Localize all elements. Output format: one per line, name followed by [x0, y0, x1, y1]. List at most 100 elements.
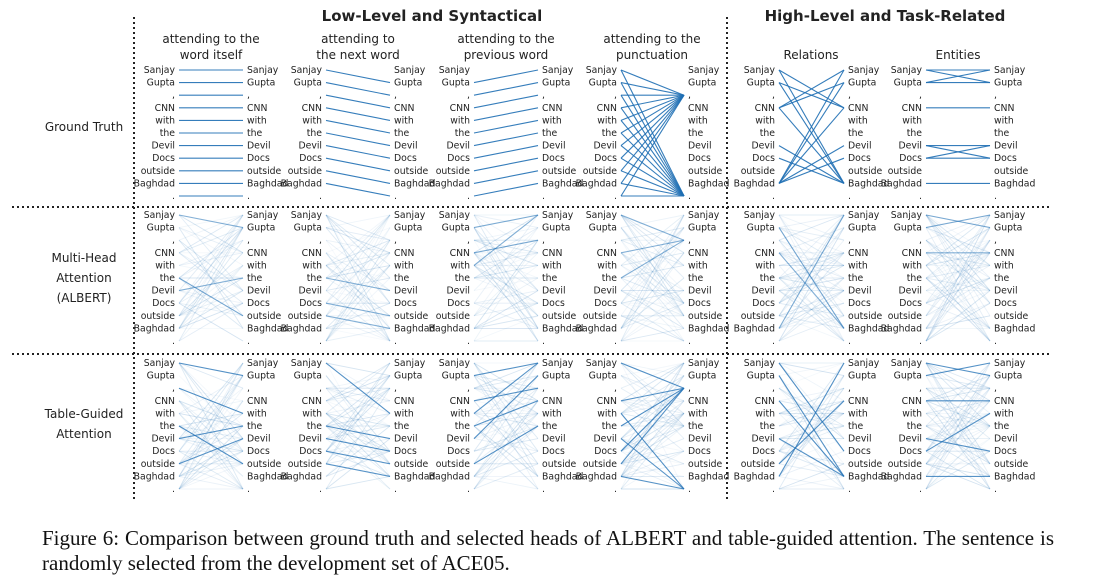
- attention-line-multi-head-next-53: [325, 327, 391, 342]
- token-left-table-guided-relations-6: Devil: [751, 434, 775, 445]
- token-right-ground-truth-prev-4: with: [542, 115, 562, 126]
- attention-line-multi-head-punct-50: [620, 290, 685, 342]
- attention-line-multi-head-next-4: [325, 214, 391, 329]
- attention-line-table-guided-next-22: [325, 413, 391, 465]
- token-right-multi-head-next-3: CNN: [394, 248, 414, 259]
- attention-line-multi-head-relations-36: [778, 214, 845, 304]
- attention-line-table-guided-prev-22: [473, 412, 539, 427]
- token-right-multi-head-self-10: .: [247, 336, 250, 347]
- attention-line-table-guided-punct-2: [620, 362, 685, 414]
- attention-line-ground-truth-punct-5: [620, 94, 685, 134]
- attention-line-table-guided-self-43: [178, 362, 244, 477]
- attention-line-ground-truth-punct-6: [620, 94, 685, 147]
- attention-line-multi-head-next-17: [325, 214, 391, 266]
- attention-line-ground-truth-punct-20: [620, 182, 685, 197]
- attention-line-multi-head-punct-55: [620, 239, 685, 254]
- attention-line-multi-head-next-46: [325, 327, 391, 342]
- token-right-table-guided-prev-3: CNN: [542, 396, 562, 407]
- token-right-table-guided-next-6: Devil: [394, 434, 418, 445]
- token-left-table-guided-self-1: Gupta: [147, 371, 175, 382]
- token-right-ground-truth-next-1: Gupta: [394, 78, 422, 89]
- token-right-multi-head-punct-3: CNN: [688, 248, 708, 259]
- attention-line-ground-truth-next-7: [325, 157, 391, 172]
- attention-line-multi-head-punct-56: [620, 239, 685, 279]
- attention-line-multi-head-entities-20: [925, 252, 991, 291]
- attention-line-multi-head-entities-53: [925, 252, 991, 329]
- attention-line-multi-head-punct-24: [620, 264, 685, 279]
- token-left-ground-truth-self-5: the: [160, 128, 176, 139]
- token-right-table-guided-punct-8: outside: [688, 459, 723, 470]
- token-right-multi-head-prev-6: Devil: [542, 286, 566, 297]
- attention-line-multi-head-next-1: [325, 214, 391, 266]
- token-right-table-guided-entities-8: outside: [994, 459, 1029, 470]
- attention-line-table-guided-next-14: [325, 387, 391, 402]
- token-right-table-guided-punct-0: Sanjay: [688, 358, 720, 369]
- token-right-multi-head-punct-2: ,: [688, 235, 691, 246]
- figure-caption: Figure 6: Comparison between ground trut…: [42, 526, 1054, 575]
- token-right-table-guided-relations-3: CNN: [848, 396, 868, 407]
- token-right-ground-truth-self-10: .: [247, 191, 250, 202]
- attention-line-multi-head-self-25: [178, 214, 244, 304]
- attention-line-multi-head-self-16: [178, 264, 244, 279]
- token-right-multi-head-relations-9: Baghdad: [848, 323, 889, 334]
- attention-line-multi-head-punct-4: [620, 214, 685, 317]
- attention-line-multi-head-punct-8: [620, 227, 685, 317]
- token-right-multi-head-entities-3: CNN: [994, 248, 1014, 259]
- dividers-layer: [12, 17, 1050, 500]
- token-right-table-guided-self-0: Sanjay: [247, 358, 279, 369]
- token-left-table-guided-prev-4: with: [450, 408, 470, 419]
- token-right-ground-truth-prev-1: Gupta: [542, 78, 570, 89]
- token-right-ground-truth-prev-5: the: [542, 128, 558, 139]
- token-left-table-guided-prev-2: ,: [467, 383, 470, 394]
- attention-line-multi-head-self-36: [178, 302, 244, 317]
- attention-line-multi-head-relations-41: [778, 214, 845, 317]
- attention-line-table-guided-prev-1: [473, 362, 539, 402]
- token-left-table-guided-next-7: Docs: [299, 446, 322, 457]
- token-right-ground-truth-self-4: with: [247, 115, 267, 126]
- token-right-multi-head-punct-9: Baghdad: [688, 323, 729, 334]
- attention-line-table-guided-punct-41: [620, 450, 685, 465]
- token-left-ground-truth-next-7: Docs: [299, 153, 322, 164]
- attention-line-multi-head-relations-46: [778, 315, 845, 329]
- attention-line-table-guided-punct-63: [620, 387, 685, 452]
- token-right-ground-truth-entities-8: outside: [994, 166, 1029, 177]
- token-left-table-guided-entities-3: CNN: [902, 396, 922, 407]
- attention-line-table-guided-punct-50: [620, 463, 685, 477]
- attention-line-table-guided-prev-44: [473, 400, 539, 477]
- attention-line-table-guided-entities-4: [925, 362, 991, 465]
- token-right-ground-truth-next-2: ,: [394, 90, 397, 101]
- attention-line-table-guided-relations-6: [778, 375, 845, 452]
- token-right-multi-head-entities-10: .: [994, 336, 997, 347]
- attention-line-multi-head-punct-45: [620, 252, 685, 329]
- token-right-multi-head-relations-8: outside: [848, 311, 883, 322]
- attention-line-table-guided-next-16: [325, 400, 391, 427]
- token-left-multi-head-entities-2: ,: [919, 235, 922, 246]
- attention-line-multi-head-punct-30: [620, 290, 685, 329]
- attention-line-multi-head-self-21: [178, 277, 244, 329]
- attention-line-table-guided-self-22: [178, 425, 244, 452]
- attention-line-multi-head-punct-15: [620, 252, 685, 291]
- token-right-ground-truth-next-3: CNN: [394, 103, 414, 114]
- attention-line-multi-head-prev-54: [473, 214, 539, 266]
- token-right-table-guided-punct-5: the: [688, 421, 704, 432]
- token-left-multi-head-relations-2: ,: [772, 235, 775, 246]
- token-left-multi-head-next-2: ,: [319, 235, 322, 246]
- token-right-ground-truth-next-9: Baghdad: [394, 178, 435, 189]
- attention-line-multi-head-punct-49: [620, 252, 685, 342]
- token-right-table-guided-entities-10: .: [994, 484, 997, 495]
- token-right-ground-truth-relations-2: ,: [848, 90, 851, 101]
- token-right-ground-truth-next-10: .: [394, 191, 397, 202]
- attention-line-table-guided-relations-55: [778, 362, 845, 452]
- attention-line-table-guided-relations-49: [778, 475, 845, 490]
- attention-line-table-guided-next-10: [325, 387, 391, 427]
- token-right-multi-head-punct-8: outside: [688, 311, 723, 322]
- attention-line-multi-head-self-5: [178, 227, 244, 329]
- attention-line-table-guided-punct-6: [620, 375, 685, 402]
- attention-line-table-guided-relations-1: [778, 362, 845, 377]
- attention-line-multi-head-next-43: [325, 302, 391, 329]
- attention-line-multi-head-next-7: [325, 227, 391, 241]
- column-title-punct-line2: punctuation: [616, 48, 688, 62]
- attention-line-multi-head-entities-2: [925, 214, 991, 266]
- attention-line-multi-head-next-56: [325, 315, 391, 329]
- attention-line-multi-head-relations-1: [778, 214, 845, 241]
